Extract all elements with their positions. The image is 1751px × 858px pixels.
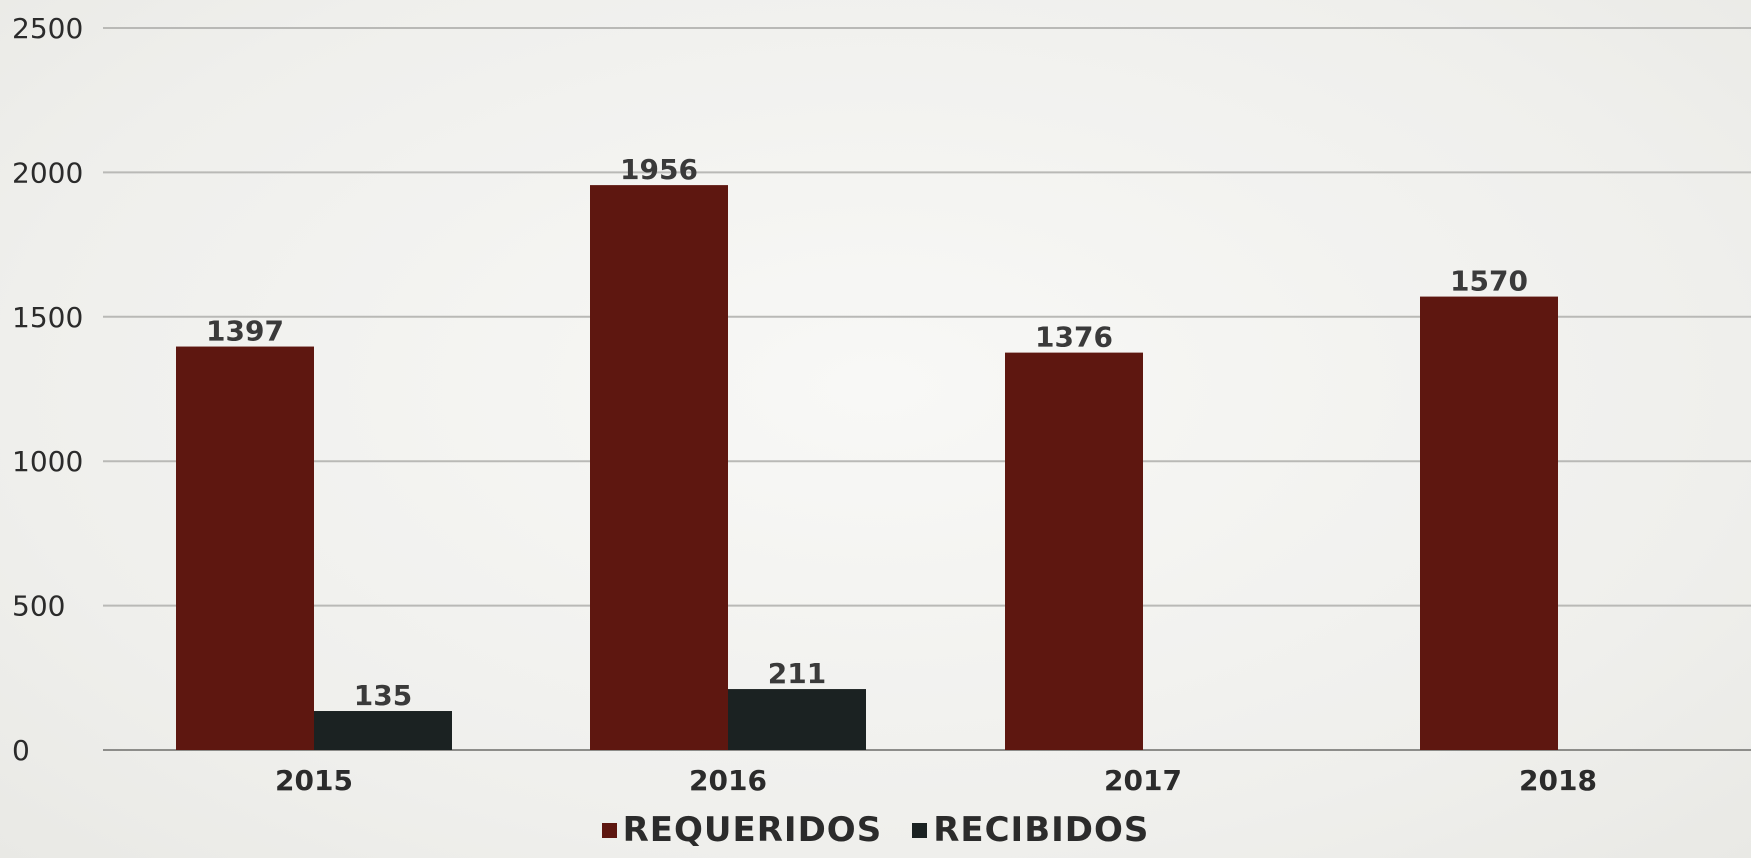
x-tick-label: 2015: [275, 764, 353, 797]
y-tick-label: 2500: [12, 12, 83, 45]
x-tick-label: 2017: [1104, 764, 1182, 797]
bar-requeridos-2015: [176, 346, 314, 750]
legend: REQUERIDOS RECIBIDOS: [0, 808, 1751, 852]
data-label: 1570: [1450, 265, 1528, 298]
data-label: 211: [768, 657, 826, 690]
y-axis-tick-labels: 0 500 1000 1500 2000 2500: [12, 12, 83, 767]
legend-label-recibidos: RECIBIDOS: [933, 810, 1150, 850]
data-labels-layer: 1397 1956 1376 1570 135 211: [206, 153, 1528, 712]
legend-item-requeridos: REQUERIDOS: [601, 810, 883, 850]
data-label: 1397: [206, 315, 284, 348]
legend-label-requeridos: REQUERIDOS: [622, 810, 883, 850]
bars-layer: [176, 185, 1558, 751]
y-tick-label: 1000: [12, 445, 83, 478]
x-axis-tick-labels: 2015 2016 2017 2018: [275, 764, 1597, 797]
data-label: 1376: [1035, 321, 1113, 354]
bar-recibidos-2016: [728, 689, 866, 750]
bar-requeridos-2018: [1420, 296, 1558, 750]
legend-swatch-recibidos: [912, 822, 928, 838]
bar-requeridos-2017: [1005, 352, 1143, 750]
x-tick-label: 2018: [1519, 764, 1597, 797]
data-label: 1956: [620, 153, 698, 186]
y-tick-label: 0: [12, 734, 30, 767]
y-tick-label: 1500: [12, 301, 83, 334]
bar-requeridos-2016: [590, 185, 728, 751]
bar-recibidos-2015: [314, 711, 452, 750]
legend-item-recibidos: RECIBIDOS: [912, 810, 1149, 850]
y-tick-label: 500: [12, 590, 65, 623]
y-tick-label: 2000: [12, 156, 83, 189]
legend-swatch-requeridos: [601, 822, 617, 838]
x-tick-label: 2016: [689, 764, 767, 797]
data-label: 135: [354, 679, 412, 712]
